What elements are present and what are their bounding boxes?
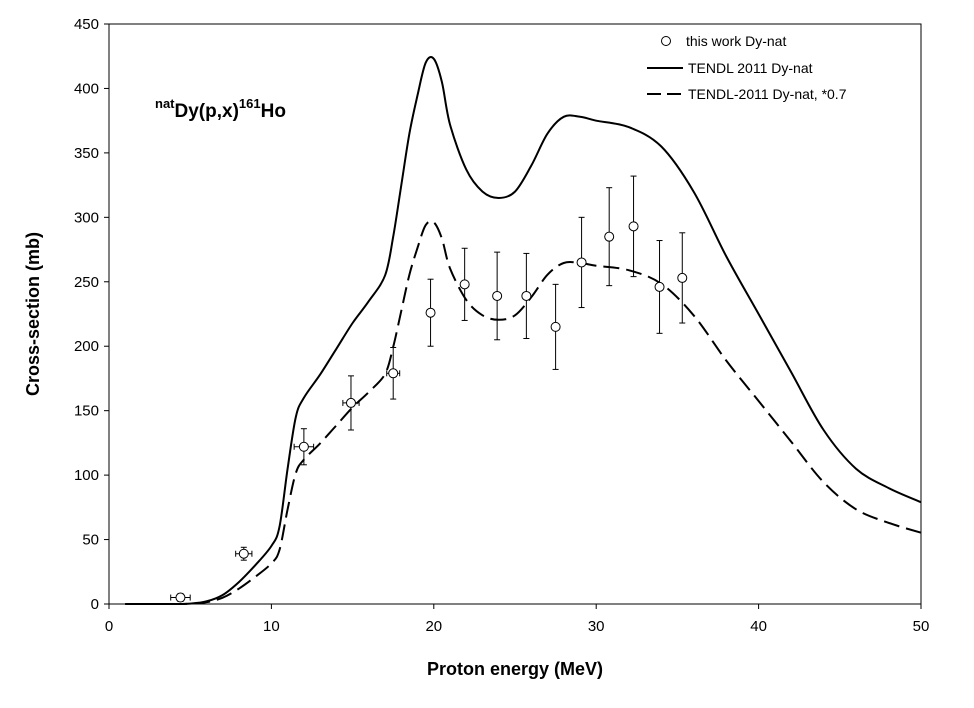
data-point — [677, 232, 688, 324]
y-tick-label: 100 — [74, 467, 99, 484]
point-marker — [576, 257, 587, 268]
y-axis: 0 50 100 150 200 250 300 350 400 450 — [74, 16, 109, 613]
annotation-tail: Ho — [261, 101, 286, 122]
y-axis-title: Cross-section (mb) — [23, 232, 43, 396]
data-points — [170, 175, 688, 603]
reaction-annotation: natDy(p,x)161Ho — [155, 96, 286, 122]
tendl-curve — [125, 56, 922, 606]
legend: this work Dy-nat TENDL 2011 Dy-nat TENDL… — [647, 33, 847, 102]
point-marker — [238, 548, 249, 559]
legend-label-solid: TENDL 2011 Dy-nat — [688, 60, 813, 76]
point-marker — [425, 307, 436, 318]
annotation-main: Dy(p,x) — [175, 101, 239, 122]
annotation-sup-right: 161 — [239, 96, 261, 111]
point-marker — [550, 321, 561, 332]
point-marker — [459, 279, 470, 290]
x-tick-label: 30 — [588, 618, 605, 635]
data-point — [550, 283, 561, 370]
x-axis: 0 10 20 30 40 50 — [105, 604, 930, 635]
point-marker — [604, 231, 615, 242]
x-tick-label: 20 — [425, 618, 442, 635]
data-point — [521, 252, 532, 339]
data-point — [235, 546, 253, 561]
legend-label-dashed: TENDL-2011 Dy-nat, *0.7 — [688, 86, 847, 102]
data-point — [293, 428, 315, 466]
data-point — [492, 251, 503, 341]
annotation-sup-left: nat — [155, 96, 175, 111]
y-tick-label: 300 — [74, 209, 99, 226]
x-tick-label: 10 — [263, 618, 280, 635]
point-marker — [345, 397, 356, 408]
point-marker — [298, 441, 309, 452]
y-tick-label: 350 — [74, 145, 99, 162]
y-tick-label: 50 — [82, 532, 99, 549]
data-point — [604, 187, 615, 287]
data-point — [459, 247, 470, 321]
point-marker — [175, 592, 186, 603]
x-axis-title: Proton energy (MeV) — [427, 659, 603, 679]
tendl-scaled-curve — [125, 220, 922, 605]
plot-area-frame — [108, 23, 922, 605]
data-point — [576, 216, 587, 309]
y-tick-label: 200 — [74, 338, 99, 355]
point-marker — [628, 221, 639, 232]
point-marker — [654, 281, 665, 292]
data-point — [654, 240, 665, 334]
legend-label-points: this work Dy-nat — [686, 33, 786, 49]
data-point — [342, 375, 360, 431]
y-tick-label: 400 — [74, 80, 99, 97]
data-point — [170, 592, 191, 603]
data-point — [386, 347, 401, 400]
legend-marker-points — [661, 36, 671, 46]
x-tick-label: 50 — [913, 618, 930, 635]
point-marker — [521, 290, 532, 301]
y-tick-label: 250 — [74, 274, 99, 291]
point-marker — [677, 272, 688, 283]
x-tick-label: 0 — [105, 618, 113, 635]
point-marker — [492, 290, 503, 301]
y-tick-label: 0 — [91, 596, 99, 613]
y-tick-label: 450 — [74, 16, 99, 33]
data-point — [425, 278, 436, 347]
x-tick-label: 40 — [750, 618, 767, 635]
point-marker — [388, 368, 399, 379]
y-tick-label: 150 — [74, 403, 99, 420]
series-layer — [125, 56, 922, 606]
data-point — [628, 175, 639, 278]
